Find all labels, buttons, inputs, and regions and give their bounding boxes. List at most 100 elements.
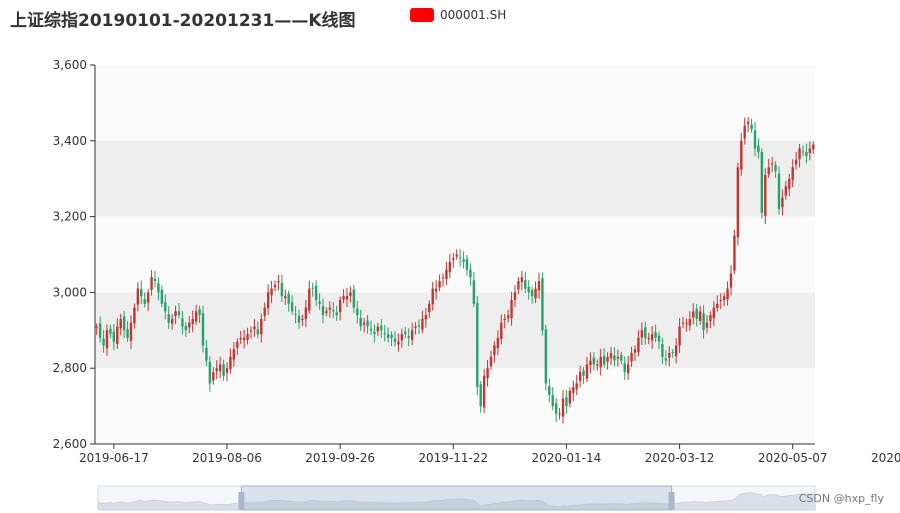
candle-body [524,279,527,289]
candle-body [126,329,129,338]
candle-body [376,326,380,332]
candle-body [297,315,301,323]
candle-body [541,278,544,331]
candle-body [801,151,805,153]
candle-body [105,330,109,349]
candle-body [345,296,349,300]
candle-body [548,386,551,395]
candle-body [716,303,719,309]
candle-body [585,364,589,379]
candle-body [164,302,167,312]
candle-body [575,383,578,390]
candle-body [153,279,157,282]
candle-body [740,140,743,170]
split-area-band [95,216,815,293]
split-area-band [95,140,815,217]
candle-body [633,349,637,353]
candle-body [578,371,582,381]
x-tick-label: 2020-03-12 [645,451,715,465]
candle-body [260,318,263,335]
x-tick-label: 2019-11-22 [418,451,488,465]
candle-body [733,235,736,271]
candle-body [513,292,517,300]
candle-body [681,322,685,324]
candle-body [335,312,338,316]
candle-body [393,338,397,342]
candle-body [561,398,565,417]
candle-body [568,390,572,404]
candle-body [160,290,164,304]
candle-body [362,322,366,325]
candle-body [678,326,681,346]
candle-body [373,331,376,335]
candle-body [270,288,273,296]
candle-body [650,334,654,341]
legend-item[interactable]: 000001.SH [410,8,506,22]
candle-body [143,299,146,304]
candle-body [781,197,784,208]
candle-body [314,285,318,300]
candle-body [489,356,493,367]
candle-body [407,336,410,338]
candle-body [770,163,774,165]
candle-body [692,311,695,318]
candle-body [386,334,390,338]
candle-body [332,310,335,312]
candle-body [791,167,794,181]
candle-body [705,322,709,328]
candle-body [558,413,561,415]
candle-body [637,337,640,353]
candle-body [146,292,150,303]
candle-body [205,347,208,361]
candle-body [736,167,740,238]
candle-body [133,307,136,324]
candle-body [589,360,592,366]
candle-body [654,332,657,338]
candle-body [428,303,431,313]
candle-body [668,353,671,358]
datazoom-preview-area [97,492,816,511]
chart-title: 上证综指20190101-20201231——K线图 [10,11,356,31]
y-tick-label: 3,200 [53,210,87,224]
candle-body [122,316,126,331]
candle-body [757,145,760,153]
datazoom-handle[interactable] [668,492,675,510]
candle-body [661,344,664,357]
candle-body [458,257,462,259]
candle-body [620,354,623,361]
candle-body [496,337,500,348]
candle-body [520,277,524,282]
candle-body [774,164,777,172]
candle-body [191,318,194,325]
y-tick-label: 2,800 [53,361,87,375]
candle-body [263,307,266,316]
candle-body [674,345,678,357]
candle-body [606,356,609,362]
candle-body [544,329,548,384]
candle-body [184,325,188,331]
datazoom-window[interactable] [240,485,673,511]
candle-body [109,328,112,335]
candle-body [592,357,596,365]
datazoom-handle[interactable] [238,492,245,510]
candle-body [452,258,455,260]
candle-body [417,325,421,327]
watermark: CSDN @hxp_fly [798,492,884,505]
candle-body [438,281,441,288]
candle-body [709,315,712,322]
y-tick-label: 3,400 [53,134,87,148]
candle-body [500,322,503,340]
candle-body [671,352,674,354]
candle-body [441,277,445,279]
candle-body [194,311,198,322]
candle-body [236,341,239,348]
candle-body [414,326,417,328]
y-tick-label: 3,000 [53,285,87,299]
candle-body [746,121,750,124]
candle-body [198,309,201,316]
candle-body [321,306,325,316]
candle-body [421,318,424,330]
candle-body [613,355,616,361]
candle-body [170,318,174,324]
candle-body [266,292,270,309]
